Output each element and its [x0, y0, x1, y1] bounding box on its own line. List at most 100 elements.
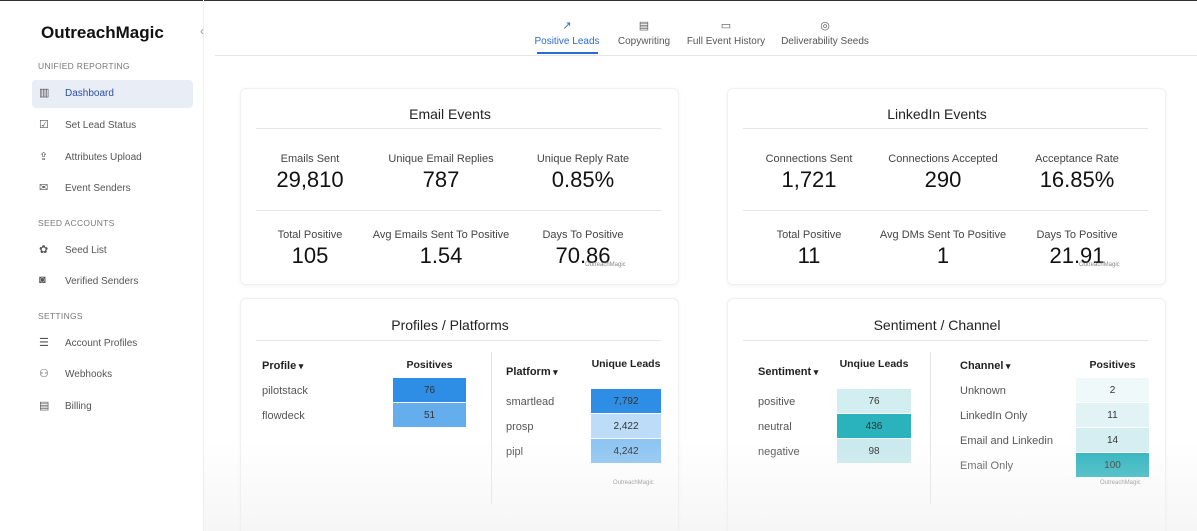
row-divider	[743, 210, 1148, 211]
metric-label: Avg DMs Sent To Positive	[879, 229, 1007, 241]
metric-label: Connections Sent	[765, 153, 853, 165]
value-cell: 51	[393, 403, 466, 427]
metric-label: Days To Positive	[1036, 229, 1118, 241]
metric-label: Unique Reply Rate	[536, 153, 630, 165]
tab[interactable]: Full Event History	[686, 36, 766, 47]
column-header[interactable]: Unique Leads	[591, 358, 661, 370]
tab[interactable]: Deliverability Seeds	[781, 36, 869, 47]
row-label: Unknown	[960, 385, 1006, 397]
section-title: SEED ACCOUNTS	[38, 218, 115, 228]
metric-value: 105	[291, 243, 329, 268]
metric-card	[727, 88, 1166, 285]
bottom-fade	[204, 440, 1197, 531]
card-divider	[256, 128, 661, 129]
row-label: LinkedIn Only	[960, 410, 1028, 422]
tab-divider	[215, 55, 1197, 56]
nav-item[interactable]: Dashboard	[65, 88, 114, 99]
tab-icon: ↗	[562, 20, 572, 32]
column-header[interactable]: Positives	[406, 359, 453, 371]
column-header[interactable]: Unqiue Leads	[839, 358, 909, 370]
row-label: smartlead	[506, 396, 555, 408]
nav-icon: ⇪	[39, 151, 49, 163]
metric-label: Total Positive	[776, 229, 842, 241]
column-header[interactable]: Channel	[960, 360, 1010, 372]
column-header[interactable]: Positives	[1089, 359, 1136, 371]
card-divider	[743, 340, 1148, 341]
nav-item[interactable]: Attributes Upload	[65, 152, 142, 163]
card-title: Email Events	[409, 106, 491, 122]
value-cell: 7,792	[591, 389, 661, 413]
metric-label: Acceptance Rate	[1035, 153, 1119, 165]
column-header[interactable]: Sentiment	[758, 366, 818, 378]
section-title: SETTINGS	[38, 311, 83, 321]
metric-value: 1	[936, 243, 950, 268]
card-divider	[743, 128, 1148, 129]
value-cell: 2	[1076, 378, 1149, 402]
row-label: flowdeck	[262, 410, 305, 422]
metric-value: 1.54	[419, 243, 463, 268]
row-label: neutral	[758, 421, 792, 433]
row-label: positive	[758, 396, 796, 408]
card-title: LinkedIn Events	[887, 106, 987, 122]
metric-value: 11	[797, 243, 821, 268]
nav-icon: ☑	[39, 119, 49, 131]
card-title: Sentiment / Channel	[873, 317, 1001, 333]
metric-label: Days To Positive	[542, 229, 624, 241]
value-cell: 76	[393, 378, 466, 402]
row-label: pilotstack	[262, 385, 308, 397]
nav-active-bg	[32, 80, 193, 108]
metric-label: Connections Accepted	[888, 153, 998, 165]
tab[interactable]: Copywriting	[617, 36, 671, 47]
tab-icon: ◎	[820, 20, 830, 32]
tab-icon: ▤	[638, 20, 650, 32]
nav-icon: ✿	[39, 244, 49, 256]
table-divider	[930, 352, 931, 504]
tab[interactable]: Positive Leads	[534, 36, 600, 47]
tab-underline	[537, 52, 598, 54]
metric-value: 16.85%	[1039, 167, 1115, 192]
nav-item[interactable]: Set Lead Status	[65, 120, 137, 131]
nav-item[interactable]: Event Senders	[65, 183, 131, 194]
table-divider	[491, 352, 492, 504]
nav-item[interactable]: Billing	[65, 401, 92, 412]
metric-label: Unique Email Replies	[388, 153, 494, 165]
collapse-button[interactable]: ‹	[200, 24, 204, 38]
card-title: Profiles / Platforms	[391, 317, 509, 333]
brand-logo[interactable]: OutreachMagic	[41, 23, 164, 42]
metric-value: 70.86	[555, 243, 611, 268]
metric-card	[240, 88, 679, 285]
metric-value: 787	[422, 167, 460, 192]
metric-value: 290	[924, 167, 962, 192]
row-label: prosp	[506, 421, 534, 433]
metric-value: 1,721	[781, 167, 837, 192]
nav-icon: ☰	[39, 337, 49, 349]
nav-item[interactable]: Account Profiles	[65, 338, 138, 349]
nav-icon: ✉	[39, 182, 49, 194]
value-cell: 436	[837, 414, 911, 438]
nav-icon: ⚇	[39, 368, 49, 380]
watermark: OutreachMagic	[585, 262, 626, 268]
metric-label: Avg Emails Sent To Positive	[372, 229, 510, 241]
column-header[interactable]: Profile	[262, 360, 303, 372]
nav-item[interactable]: Webhooks	[65, 369, 113, 380]
metric-value: 21.91	[1049, 243, 1105, 268]
section-title: UNIFIED REPORTING	[38, 61, 130, 71]
row-divider	[256, 210, 661, 211]
column-header[interactable]: Platform	[506, 366, 558, 378]
top-border	[0, 0, 1197, 1]
metric-value: 0.85%	[551, 167, 615, 192]
nav-icon: ◙	[39, 274, 46, 286]
value-cell: 2,422	[591, 414, 661, 438]
nav-item[interactable]: Verified Senders	[65, 276, 139, 287]
nav-item[interactable]: Seed List	[65, 245, 107, 256]
metric-value: 29,810	[276, 167, 344, 192]
metric-label: Emails Sent	[280, 153, 340, 165]
watermark: OutreachMagic	[1079, 262, 1120, 268]
tab-icon: ▭	[720, 20, 732, 32]
card-divider	[256, 340, 661, 341]
metric-label: Total Positive	[277, 229, 343, 241]
nav-icon: ▥	[39, 87, 50, 99]
value-cell: 76	[837, 389, 911, 413]
value-cell: 11	[1076, 403, 1149, 427]
